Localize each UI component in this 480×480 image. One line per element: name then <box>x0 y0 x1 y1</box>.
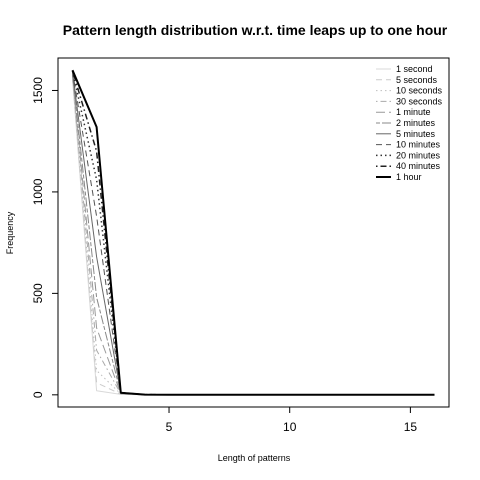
legend-label: 40 minutes <box>396 161 441 171</box>
legend-label: 20 minutes <box>396 150 441 160</box>
x-tick-label: 15 <box>404 420 418 434</box>
legend-label: 1 minute <box>396 107 431 117</box>
x-tick-label: 5 <box>166 420 173 434</box>
legend-label: 2 minutes <box>396 118 436 128</box>
legend-label: 10 seconds <box>396 86 443 96</box>
series-line-11 <box>71 69 435 396</box>
y-axis-label: Frequency <box>5 211 15 254</box>
series-line-5 <box>72 74 435 396</box>
series-line-10 <box>71 70 435 396</box>
plot-frame <box>57 57 450 408</box>
series-line-7 <box>72 72 435 396</box>
legend-label: 1 second <box>396 64 433 74</box>
series-line-1 <box>72 78 435 396</box>
y-tick-label: 500 <box>31 283 45 303</box>
series-line-2 <box>72 77 435 396</box>
series-line-8 <box>72 71 435 396</box>
x-axis-label: Length of patterns <box>218 453 291 463</box>
y-tick-label: 1500 <box>31 77 45 104</box>
legend-label: 5 seconds <box>396 75 438 85</box>
chart-title: Pattern length distribution w.r.t. time … <box>63 22 448 38</box>
series-group <box>71 69 435 396</box>
axes: 5 10 15 0 500 1000 1500 <box>31 77 417 434</box>
series-line-4 <box>72 75 435 396</box>
series-line-9 <box>71 70 435 396</box>
y-tick-label: 1000 <box>31 178 45 205</box>
y-tick-label: 0 <box>31 391 45 398</box>
series-line-3 <box>72 76 435 396</box>
x-tick-label: 10 <box>283 420 297 434</box>
series-line-6 <box>72 73 435 396</box>
legend-label: 30 seconds <box>396 96 443 106</box>
legend-label: 5 minutes <box>396 129 436 139</box>
legend-label: 1 hour <box>396 172 422 182</box>
legend-label: 10 minutes <box>396 140 441 150</box>
